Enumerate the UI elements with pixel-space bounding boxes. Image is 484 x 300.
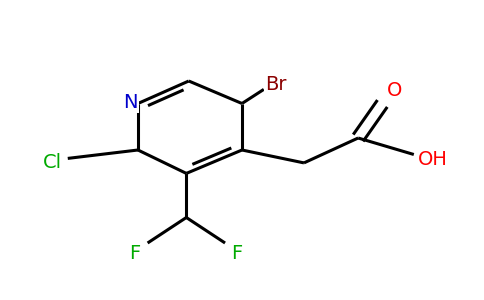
Text: F: F (129, 244, 140, 263)
Text: N: N (123, 92, 138, 112)
Text: Br: Br (265, 74, 287, 94)
Text: Cl: Cl (43, 152, 62, 172)
Text: OH: OH (418, 150, 448, 169)
Text: F: F (231, 244, 243, 263)
Text: O: O (387, 81, 402, 100)
